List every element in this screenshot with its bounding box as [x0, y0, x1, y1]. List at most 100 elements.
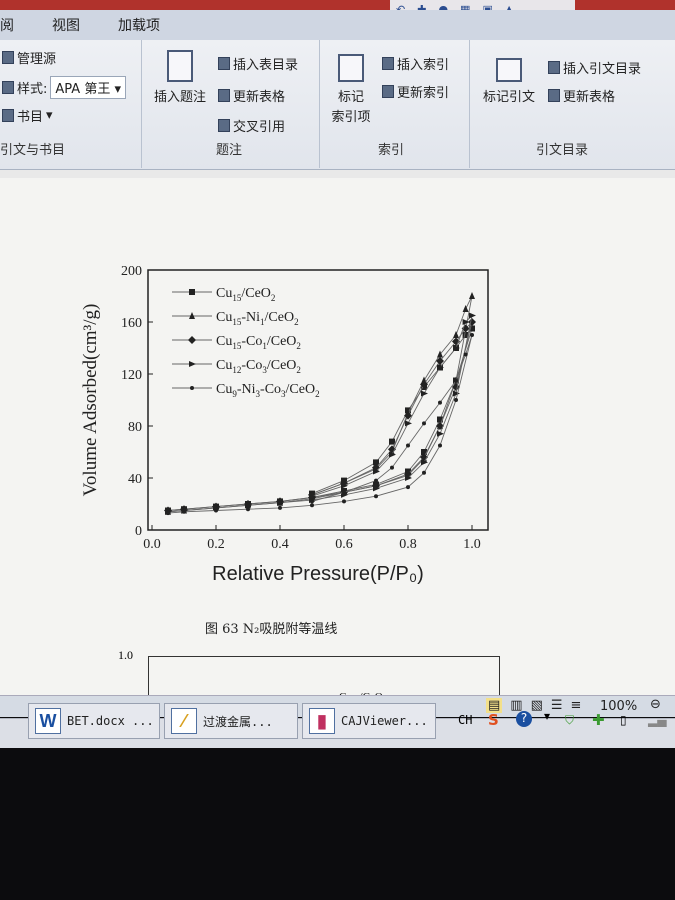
data-point	[462, 332, 469, 338]
sogou-icon[interactable]: S	[488, 711, 499, 729]
update-icon	[548, 89, 560, 102]
redo-icon[interactable]: ✚	[417, 2, 427, 16]
data-point	[469, 312, 476, 319]
mark-citation-icon	[496, 58, 522, 82]
data-point	[373, 468, 380, 475]
data-point	[309, 493, 316, 500]
data-point	[421, 390, 428, 397]
mark-entry-button[interactable]: 标记 索引项	[324, 54, 378, 128]
series-line	[167, 320, 473, 511]
update-index-button[interactable]: 更新索引	[382, 82, 449, 101]
group-label: 引文目录	[536, 143, 589, 158]
update-table-button[interactable]: 更新表格	[218, 86, 285, 105]
data-point	[453, 331, 459, 338]
data-point	[310, 503, 314, 508]
data-point	[374, 494, 378, 499]
index-icon	[382, 57, 394, 70]
add-icon[interactable]: ✚	[592, 711, 605, 729]
print-icon[interactable]: ▣	[482, 2, 493, 16]
data-point	[453, 345, 460, 351]
battery-icon[interactable]: ▯	[620, 713, 627, 727]
insert-caption-button[interactable]: 插入题注	[148, 50, 212, 108]
taskbar-item-word[interactable]: W BET.docx ...	[28, 703, 160, 739]
data-point	[438, 400, 442, 405]
reading-view-icon[interactable]: ▥	[510, 698, 523, 713]
data-point	[470, 333, 474, 337]
manage-sources-button[interactable]: 管理源	[2, 48, 56, 67]
group-index: 标记 索引项 插入索引 更新索引 索引	[320, 40, 470, 168]
web-layout-icon[interactable]: ▧	[530, 698, 543, 713]
tab-review[interactable]: 阅	[0, 18, 14, 34]
y-tick-label: 40	[128, 472, 142, 487]
data-point	[454, 398, 458, 402]
data-point	[421, 459, 428, 466]
data-point	[406, 443, 410, 448]
data-point	[437, 350, 443, 358]
taskbar-item-cajviewer[interactable]: ▮ CAJViewer...	[302, 703, 436, 739]
undo-icon[interactable]: ↶	[396, 2, 406, 16]
insert-toa-button[interactable]: 插入引文目录	[548, 58, 641, 77]
document-page[interactable]: 0.0 0.2 0.4 0.6 0.8 1.0 0 40 80 120 160 200 Relative…	[0, 178, 675, 716]
data-point	[438, 443, 442, 448]
y-tick-label: 160	[121, 316, 142, 331]
mic-icon[interactable]: ●	[438, 2, 449, 16]
x-tick-label: 0.2	[207, 537, 225, 552]
plot-frame	[147, 269, 489, 531]
data-point	[454, 378, 458, 383]
data-point	[389, 451, 396, 458]
toa-icon	[548, 61, 560, 74]
data-point	[405, 420, 412, 427]
zoom-out-icon[interactable]: ⊖	[650, 697, 661, 712]
isotherm-chart: 0.0 0.2 0.4 0.6 0.8 1.0 0 40 80 120 160 200 Relative…	[80, 264, 489, 585]
shield-icon[interactable]: ⛉	[565, 713, 575, 727]
tab-view[interactable]: 视图	[52, 18, 80, 34]
data-point	[462, 305, 469, 312]
data-point	[462, 319, 470, 325]
group-label: 引文与书目	[0, 143, 66, 158]
help-icon[interactable]: ?	[516, 711, 532, 727]
insert-index-button[interactable]: 插入索引	[382, 54, 449, 73]
legend-label: Cu15/CeO2	[216, 286, 275, 303]
series-line	[167, 295, 473, 513]
cross-reference-button[interactable]: 交叉引用	[218, 116, 285, 135]
series-line	[167, 334, 473, 514]
document-area: 0.0 0.2 0.4 0.6 0.8 1.0 0 40 80 120 160 200 Relative…	[0, 170, 675, 716]
taskbar-item-origin[interactable]: ⁄ 过渡金属...	[164, 703, 298, 739]
x-tick-label: 1.0	[463, 537, 481, 552]
data-point	[406, 485, 410, 490]
insert-table-of-figures-button[interactable]: 插入表目录	[218, 54, 298, 73]
style-icon	[2, 81, 14, 94]
mark-entry-icon	[338, 54, 364, 82]
x-tick-label: 0.6	[335, 537, 353, 552]
zoom-level[interactable]: 100%	[600, 699, 638, 714]
data-point	[453, 390, 460, 397]
data-point	[166, 511, 170, 516]
print-layout-icon[interactable]: ▤	[486, 698, 503, 713]
x-tick-label: 0.0	[143, 537, 161, 552]
data-point	[277, 499, 284, 506]
data-point	[373, 485, 380, 492]
signal-icon[interactable]: ▂▄	[648, 713, 667, 727]
mark-citation-button[interactable]: 标记引文	[474, 58, 544, 108]
style-select[interactable]: 样式: APA 第王 ▾	[2, 76, 126, 99]
draft-icon[interactable]: ≡	[570, 698, 582, 713]
data-point	[245, 502, 252, 509]
y-tick-label: 120	[121, 368, 142, 383]
outline-icon[interactable]: ☰	[550, 698, 563, 713]
input-language[interactable]: CH	[458, 713, 473, 727]
tray-expand-icon[interactable]: ▾	[544, 709, 551, 723]
table-icon[interactable]: ▦	[460, 2, 471, 16]
pin-icon[interactable]: ▲	[504, 2, 514, 16]
data-point	[469, 292, 475, 299]
data-point	[389, 438, 395, 445]
update-toa-button[interactable]: 更新表格	[548, 86, 615, 105]
tab-addins[interactable]: 加载项	[118, 18, 160, 34]
data-point	[214, 508, 218, 513]
data-point	[182, 509, 186, 514]
style-dropdown[interactable]: APA 第王 ▾	[50, 76, 126, 99]
view-buttons: ▤ ▥ ▧ ☰ ≡	[486, 698, 581, 713]
caption-icon	[167, 50, 193, 82]
bibliography-button[interactable]: 书目 ▾	[2, 106, 53, 125]
data-point	[437, 364, 444, 371]
data-point	[341, 482, 348, 489]
